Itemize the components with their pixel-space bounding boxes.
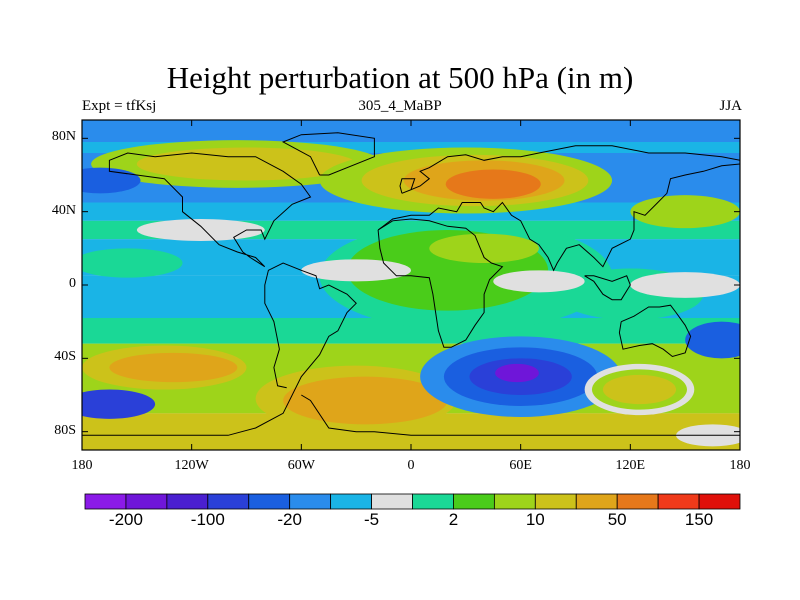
y-tick-label: 80S [54,422,76,438]
colorbar-box [330,493,372,510]
colorbar-box [616,493,659,510]
anomaly-region [283,376,448,425]
coastline [584,275,631,301]
anomaly-region [602,374,677,405]
colorbar-label: 10 [525,510,545,529]
x-tick-label: 60W [287,458,315,473]
colorbar-label: -200 [108,510,143,529]
x-tick-label: 180 [729,458,751,473]
anomaly-region [136,219,265,241]
anomaly-region [685,321,740,359]
anomaly-region [630,272,740,298]
colorbar-label: -5 [364,510,380,529]
case-label: 305_4_MaBP [358,98,442,114]
x-tick-label: 0 [407,458,415,473]
coastline [399,178,416,194]
colorbar-box [493,493,536,510]
colorbar-label: 2 [448,510,459,529]
coastline [377,163,740,272]
x-tick-label: 120W [174,458,209,473]
colorbar-label: -100 [190,510,225,529]
colorbar-box [84,493,127,510]
colorbar-box [166,493,209,510]
anomaly-region [82,248,183,278]
colorbar-box [575,493,618,510]
anomaly-region [109,352,238,383]
anomaly-band [82,202,740,221]
y-tick-label: 40S [54,349,76,365]
anomaly-band [82,120,740,142]
anomaly-band [82,142,740,153]
coastline-layer [82,132,740,436]
anomaly-region [493,270,585,293]
y-tick-label: 0 [69,276,76,291]
anomaly-region [136,147,357,181]
colorbar [84,493,741,510]
coastline [301,394,740,436]
colorbar-box [289,493,332,510]
plot-title: Height perturbation at 500 hPa (in m) [166,60,634,95]
contour-field [82,120,740,450]
colorbar-label: 50 [607,510,627,529]
x-tick-label: 180 [71,458,93,473]
coastline [618,304,692,358]
season-label: JJA [719,98,742,114]
colorbar-box [698,493,741,510]
anomaly-region [82,167,141,194]
coastline [377,218,504,348]
colorbar-label: 150 [684,510,714,529]
experiment-label: Expt = tfKsj [82,98,157,114]
colorbar-box [207,493,250,510]
y-tick-label: 40N [51,202,76,218]
x-tick-label: 60E [509,458,532,473]
anomaly-region [82,389,156,419]
axis-ticks [81,120,741,450]
coastline [108,152,312,268]
y-tick-label: 80N [51,129,76,145]
colorbar-box [534,493,577,510]
coastline [281,132,375,176]
colorbar-label: -20 [277,510,302,529]
anomaly-region [630,195,740,229]
colorbar-box [412,493,454,510]
colorbar-box [657,493,700,510]
anomaly-region [445,169,541,199]
anomaly-region [495,363,539,383]
anomaly-region [429,233,539,263]
anomaly-region [301,259,411,282]
colorbar-box [248,493,291,510]
colorbar-box [371,493,413,510]
coastline [82,262,357,436]
coastline [410,145,740,191]
colorbar-box [453,493,495,510]
colorbar-box [125,493,168,510]
x-tick-label: 120E [615,458,646,473]
